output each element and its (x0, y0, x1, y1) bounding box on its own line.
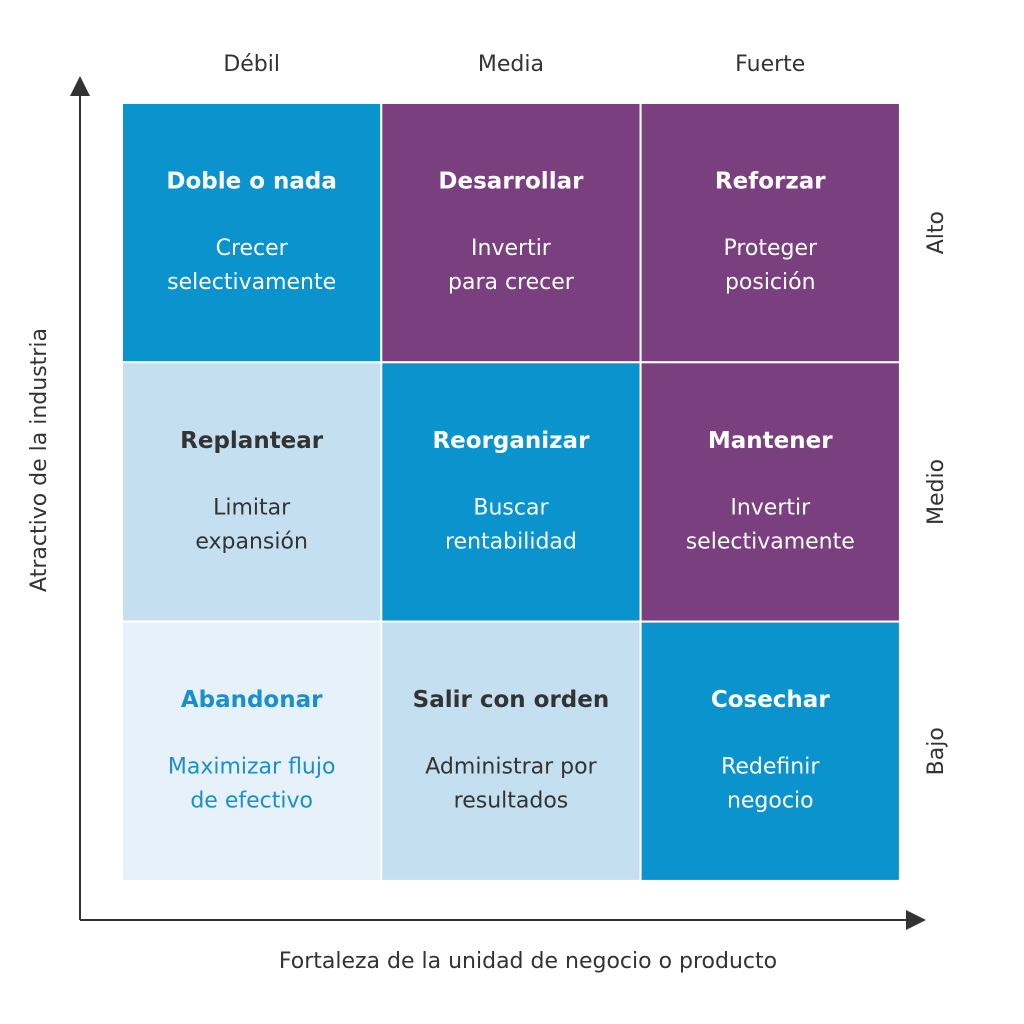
column-label: Débil (223, 52, 280, 77)
grid: Débil Media Fuerte Alto Medio Bajo Doble o nad… (121, 52, 949, 882)
cell (639, 361, 901, 623)
cell-subtitle: posición (725, 270, 816, 295)
cell-subtitle: resultados (454, 789, 569, 814)
row-label: Bajo (924, 727, 949, 775)
cell-title: Salir con orden (413, 687, 610, 713)
cell-subtitle: selectivamente (686, 529, 855, 554)
cell-title: Doble o nada (166, 169, 337, 195)
cell-subtitle: negocio (727, 789, 814, 814)
cell-subtitle: expansión (195, 529, 308, 554)
cell (639, 620, 901, 882)
x-axis-label: Fortaleza de la unidad de negocio o prod… (279, 949, 777, 974)
cell-subtitle: Administrar por (425, 755, 597, 780)
cell-subtitle: para crecer (448, 270, 575, 295)
cell-subtitle: Invertir (471, 236, 552, 261)
cell-subtitle: Buscar (473, 495, 549, 520)
cell-subtitle: Invertir (730, 495, 811, 520)
row-label: Alto (924, 211, 949, 254)
column-label: Fuerte (735, 52, 805, 77)
y-axis-label: Atractivo de la industria (27, 328, 52, 592)
cell-title: Replantear (180, 428, 324, 454)
cell-title: Cosechar (711, 687, 830, 713)
cell-title: Desarrollar (438, 169, 584, 195)
cell-subtitle: Redefinir (721, 755, 820, 780)
column-label: Media (478, 52, 544, 77)
cell-subtitle: rentabilidad (445, 529, 577, 554)
row-label: Medio (924, 459, 949, 525)
cell (121, 361, 383, 623)
cell (380, 620, 642, 882)
cell (380, 102, 642, 364)
cell (121, 102, 383, 364)
cell-subtitle: selectivamente (167, 270, 336, 295)
cell-title: Abandonar (181, 687, 323, 713)
cell-title: Mantener (708, 428, 833, 454)
cell-title: Reorganizar (432, 428, 590, 454)
cell-title: Reforzar (715, 169, 826, 195)
cell-subtitle: de efectivo (190, 789, 313, 814)
cell-subtitle: Crecer (216, 236, 289, 261)
cell (639, 102, 901, 364)
cell (380, 361, 642, 623)
cell (121, 620, 383, 882)
cell-subtitle: Maximizar flujo (168, 755, 336, 780)
cell-subtitle: Proteger (723, 236, 818, 261)
cell-subtitle: Limitar (213, 495, 291, 520)
